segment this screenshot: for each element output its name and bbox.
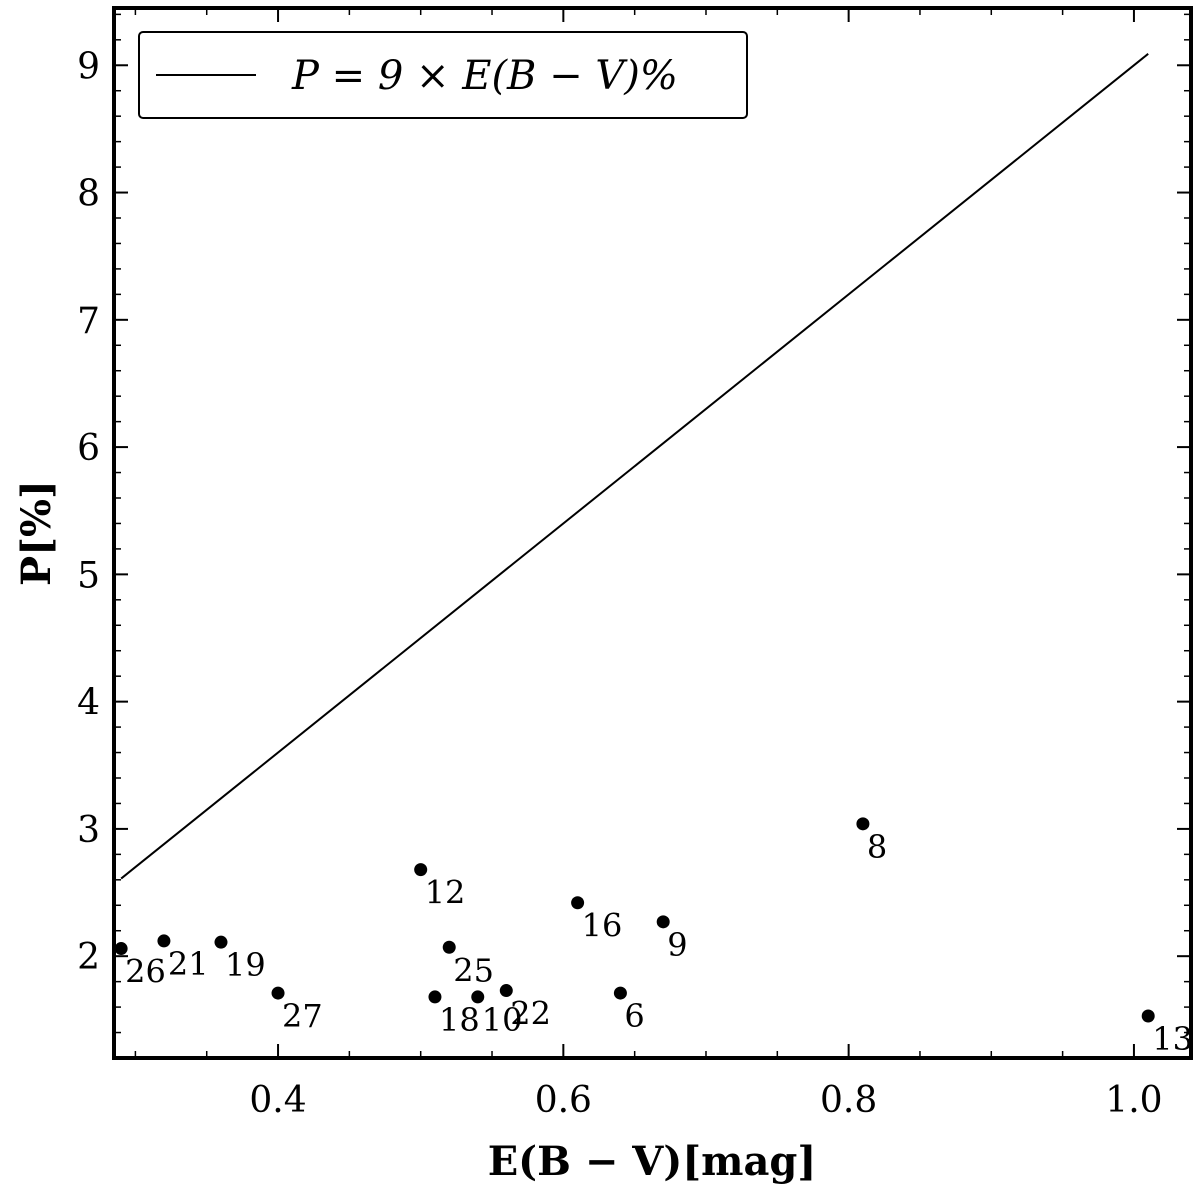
data-point <box>471 990 485 1004</box>
data-point <box>214 935 228 949</box>
legend: P = 9 × E(B − V)% <box>138 31 748 119</box>
data-point-label: 22 <box>510 995 551 1033</box>
data-point <box>271 986 285 1000</box>
data-point-label: 9 <box>667 926 687 964</box>
tick-layer: 0.4 0.6 0.8 1.0 2 3 4 5 6 7 8 9 <box>77 8 1191 1121</box>
legend-label: P = 9 × E(B − V)% <box>291 53 678 99</box>
data-point-label: 16 <box>582 907 623 945</box>
data-point-label: 6 <box>624 997 644 1035</box>
data-point-label: 13 <box>1152 1020 1193 1058</box>
x-tick-label: 0.4 <box>249 1080 306 1121</box>
y-axis-label: P[%] <box>13 480 60 586</box>
data-point <box>1141 1009 1155 1023</box>
y-tick-label: 9 <box>77 46 100 87</box>
data-point <box>414 863 428 877</box>
y-tick-label: 5 <box>77 555 100 596</box>
data-point <box>157 934 171 948</box>
x-axis-label: E(B − V)[mag] <box>488 1138 817 1185</box>
data-point <box>442 940 456 954</box>
x-tick-label: 0.8 <box>820 1080 877 1121</box>
y-tick-label: 3 <box>77 810 100 851</box>
x-tick-label: 0.6 <box>535 1080 592 1121</box>
data-point <box>656 915 670 929</box>
data-point <box>613 986 627 1000</box>
data-point-label: 18 <box>439 1001 480 1039</box>
y-tick-label: 6 <box>77 428 100 469</box>
data-point <box>428 990 442 1004</box>
y-tick-label: 8 <box>77 174 100 215</box>
data-point-label: 12 <box>425 874 466 912</box>
x-tick-label: 1.0 <box>1105 1080 1162 1121</box>
data-point-label: 19 <box>225 946 266 984</box>
reference-line-layer <box>120 53 1149 880</box>
y-tick-label: 4 <box>77 683 100 724</box>
data-point <box>114 942 128 956</box>
data-point-label: 27 <box>282 997 323 1035</box>
reference-line <box>120 53 1149 880</box>
plot-frame <box>112 6 1193 1060</box>
data-point <box>571 896 585 910</box>
data-point-label: 10 <box>482 1001 523 1039</box>
legend-box <box>138 31 748 119</box>
data-point <box>856 817 870 831</box>
data-point <box>499 984 513 998</box>
data-point-label: 25 <box>453 951 494 989</box>
data-point-label: 21 <box>168 945 209 983</box>
y-tick-label: 7 <box>77 301 100 342</box>
data-point-label: 26 <box>125 953 166 991</box>
y-tick-label: 2 <box>77 937 100 978</box>
data-point-label: 8 <box>867 828 887 866</box>
